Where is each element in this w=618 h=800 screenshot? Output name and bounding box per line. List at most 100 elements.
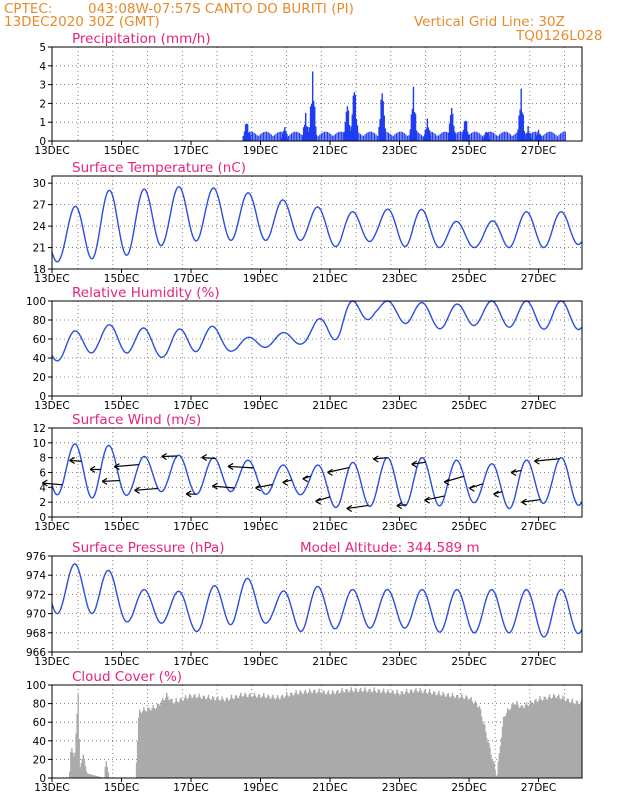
cloud-bar: [149, 710, 151, 778]
cloud-bar: [262, 696, 264, 778]
cloud-bar: [268, 695, 270, 778]
precip-bar: [526, 132, 528, 141]
cloud-bar: [375, 693, 378, 778]
cloud-bar: [366, 692, 368, 778]
cloud-bar: [563, 698, 565, 778]
x-tick-label: 25DEC: [451, 521, 486, 533]
x-tick-label: 15DEC: [104, 521, 139, 533]
precip-bar: [453, 134, 455, 141]
x-tick-label: 25DEC: [451, 656, 486, 668]
precip-bar: [315, 126, 317, 141]
cloud-bar: [407, 693, 410, 778]
precip-bar: [298, 132, 301, 141]
x-tick-label: 19DEC: [243, 521, 278, 533]
y-tick-label: 0: [39, 391, 46, 403]
cloud-bar: [540, 699, 542, 778]
precip-bar: [242, 136, 244, 141]
cloud-bar: [215, 700, 217, 778]
cloud-bar: [92, 774, 94, 778]
cloud-bar: [380, 693, 383, 778]
precip-bar: [333, 135, 335, 141]
precip-bar: [387, 132, 390, 141]
cloud-bar: [135, 762, 138, 778]
cloud-bar: [514, 704, 516, 778]
x-tick-label: 19DEC: [243, 782, 278, 794]
precip-bar: [383, 131, 385, 141]
cloud-bar: [136, 741, 139, 778]
cloud-bar: [360, 687, 362, 778]
cloud-bar: [300, 691, 302, 778]
cloud-bar: [580, 702, 582, 778]
wind-arrow-head: [114, 463, 120, 471]
cloud-bar: [480, 716, 483, 778]
precip-bar: [261, 133, 263, 141]
cloud-bar: [285, 692, 288, 778]
wind-arrow: [161, 455, 178, 458]
cloud-bar: [502, 716, 505, 778]
cloud-bar: [531, 702, 533, 778]
cloud-bar: [559, 698, 561, 778]
cloud-bar: [294, 692, 296, 778]
precip-bar: [550, 131, 552, 141]
precip-bar: [397, 132, 399, 141]
precip-bar: [527, 136, 529, 141]
x-tick-label: 25DEC: [451, 782, 486, 794]
cloud-bar: [297, 694, 299, 778]
cloud-bar: [421, 693, 423, 778]
precip-bar: [522, 114, 524, 141]
cloud-bar: [575, 700, 578, 778]
precip-bar: [529, 133, 531, 141]
cloud-bar: [234, 695, 237, 778]
precip-bar: [500, 133, 502, 141]
precip-bar: [409, 133, 412, 141]
cloud-bar: [243, 695, 245, 778]
precip-bar: [427, 127, 430, 141]
cloud-bar: [564, 701, 566, 778]
cloud-bar: [141, 713, 143, 778]
cloud-bar: [499, 746, 502, 778]
precip-bar: [426, 118, 429, 141]
cloud-bar: [445, 696, 447, 778]
wind-arrow: [346, 504, 369, 510]
cloud-bar: [429, 692, 432, 778]
cloud-bar: [147, 707, 149, 778]
cloud-bar: [193, 695, 195, 778]
cloud-bar: [324, 694, 326, 778]
cloud-bar: [209, 700, 212, 778]
precip-bar: [497, 135, 499, 141]
cloud-bar: [405, 688, 408, 778]
cloud-bar: [325, 694, 328, 778]
cloud-bar: [547, 697, 550, 778]
cloud-bar: [194, 694, 196, 778]
cloud-bar: [496, 774, 498, 778]
precip-bar: [395, 133, 398, 141]
cloud-bar: [248, 694, 250, 778]
precip-bar: [255, 133, 257, 141]
cloud-bar: [81, 758, 84, 778]
precip-bar: [314, 133, 316, 141]
cloud-bar: [463, 699, 465, 778]
precip-bar: [491, 131, 493, 141]
header-grid-note: Vertical Grid Line: 30Z: [414, 14, 565, 30]
precip-bar: [545, 132, 548, 141]
cloud-bar: [82, 754, 85, 778]
cloud-bar: [330, 693, 333, 778]
precip-bar: [556, 136, 559, 141]
precip-bar: [447, 132, 449, 141]
cloud-bar: [272, 694, 274, 778]
cloud-bar: [340, 691, 342, 778]
temperature-title: Surface Temperature (nC): [72, 160, 246, 176]
cloud-bar: [386, 692, 388, 778]
precip-bar: [373, 133, 376, 141]
cloud-bar: [358, 689, 361, 778]
precip-bar: [344, 122, 347, 141]
cloud-bar: [450, 696, 453, 778]
y-tick-label: 40: [33, 353, 46, 365]
cloud-bar: [551, 697, 554, 778]
precip-bar: [536, 132, 538, 141]
cloud-bar: [349, 690, 351, 778]
precip-bar: [381, 132, 383, 141]
cloud-bar: [493, 762, 495, 778]
cloud-bar: [546, 699, 549, 778]
precip-bar: [400, 131, 402, 141]
